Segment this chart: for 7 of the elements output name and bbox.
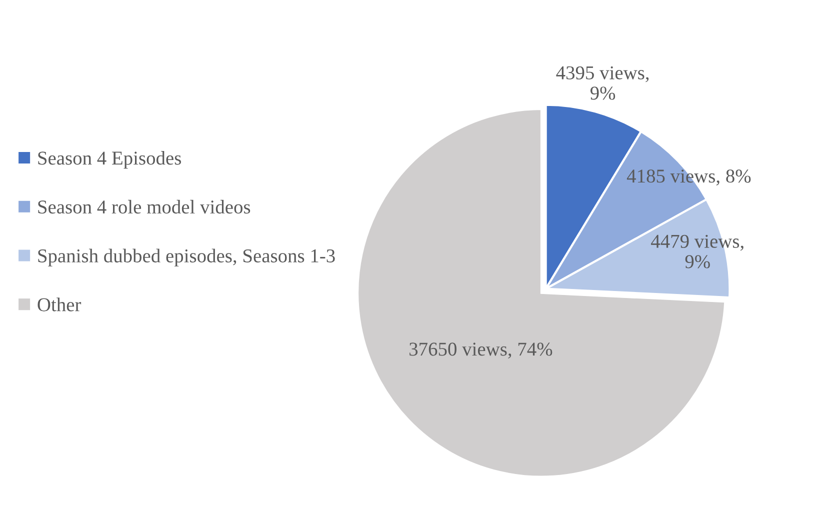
data-label: 4395 views, 9% [556, 66, 649, 100]
legend-label: Other [38, 298, 82, 312]
legend-label: Spanish dubbed episodes, Seasons 1-3 [38, 248, 335, 266]
data-label: 4479 views, 9% [651, 234, 744, 268]
legend-label: Season 4 role model videos [38, 200, 250, 214]
data-label: 37650 views, 74% [410, 342, 552, 359]
legend-label: Season 4 Episodes [38, 151, 181, 169]
